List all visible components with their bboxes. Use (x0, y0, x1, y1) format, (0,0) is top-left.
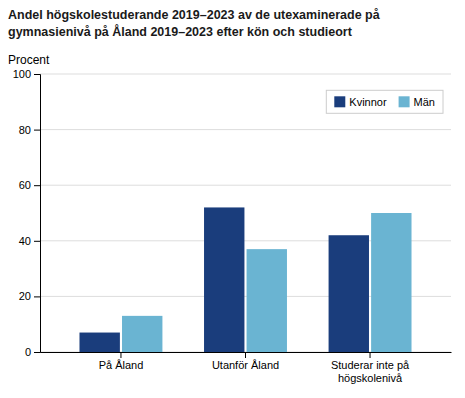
tick-mark (370, 352, 371, 358)
grid-line (40, 185, 451, 186)
tick: Utanför Åland (212, 352, 279, 371)
grid-line (40, 74, 451, 75)
tick: 60 (19, 179, 40, 191)
tick-label-line: Studerar inte på (331, 359, 410, 371)
tick: 100 (13, 68, 40, 80)
tick: 20 (19, 290, 40, 302)
tick: På Åland (99, 352, 144, 371)
tick-label: Utanför Åland (212, 359, 279, 371)
series (122, 213, 411, 352)
legend-label: Kvinnor (349, 96, 387, 108)
tick-label-line: Utanför Åland (212, 359, 279, 371)
tick-label: 20 (19, 290, 31, 302)
legend: Kvinnor Män (326, 90, 443, 113)
tick-label-line: På Åland (99, 359, 144, 371)
bar (204, 207, 244, 352)
grid (40, 74, 451, 352)
chart-container: Andel högskolestuderande 2019–2023 av de… (0, 0, 465, 398)
legend-item: Män (399, 96, 435, 108)
tick: 40 (19, 235, 40, 247)
tick: 80 (19, 124, 40, 136)
tick-label: Studerar inte påhögskolenivå (331, 359, 410, 384)
tick-mark (245, 352, 246, 358)
tick-label: 80 (19, 124, 31, 136)
bar (329, 235, 369, 352)
tick-mark (34, 74, 40, 75)
tick-mark (34, 296, 40, 297)
axis-line (34, 75, 41, 353)
chart: Andel högskolestuderande 2019–2023 av de… (0, 0, 465, 398)
x-axis: På Åland Utanför Åland Studerar inte påhög… (41, 352, 452, 384)
bar (247, 249, 287, 352)
tick-mark (34, 241, 40, 242)
series (79, 207, 368, 352)
bar (79, 333, 119, 352)
title: gymnasienivå på Åland 2019–2023 efter kö… (8, 24, 353, 39)
tick-label: 100 (13, 68, 31, 80)
plot: 0 20 40 60 80 100 På Åland Utanför Åland Studera… (13, 68, 452, 384)
tick-label-line: högskolenivå (338, 372, 403, 384)
tick-label: 40 (19, 235, 31, 247)
y-axis: 0 20 40 60 80 100 (13, 68, 41, 358)
tick: 0 (25, 346, 40, 358)
bar (122, 316, 162, 352)
bars (79, 207, 411, 352)
tick-label: 0 (25, 346, 31, 358)
y-axis-title: Procent (8, 53, 50, 67)
tick-mark (34, 352, 40, 353)
legend-box (326, 90, 443, 113)
tick: Studerar inte påhögskolenivå (331, 352, 410, 384)
grid-line (40, 129, 451, 130)
tick-mark (34, 130, 40, 131)
bar (371, 213, 411, 352)
legend-swatch (334, 96, 345, 107)
tick-label: 60 (19, 179, 31, 191)
tick-label: På Åland (99, 359, 144, 371)
tick-mark (34, 185, 40, 186)
legend-item: Kvinnor (334, 96, 387, 108)
legend-swatch (399, 96, 410, 107)
legend-label: Män (414, 96, 435, 108)
title: Andel högskolestuderande 2019–2023 av de… (8, 8, 380, 22)
tick-mark (120, 352, 121, 358)
